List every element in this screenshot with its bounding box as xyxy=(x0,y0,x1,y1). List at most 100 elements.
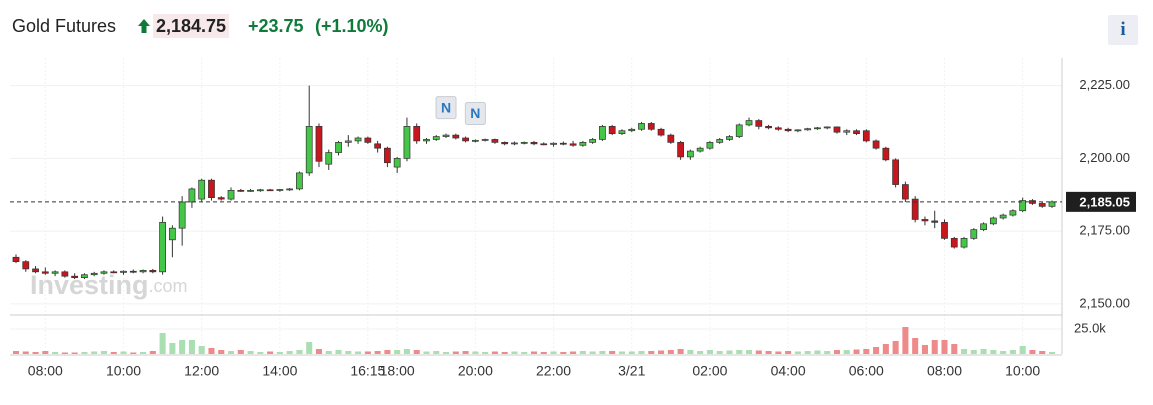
candle-body xyxy=(462,137,469,142)
candle-body xyxy=(667,134,675,143)
volume-bar xyxy=(785,351,792,354)
volume-bar xyxy=(403,349,410,354)
volume-bar xyxy=(296,350,303,354)
volume-bar xyxy=(687,350,694,354)
candle-body xyxy=(794,129,802,132)
watermark-suffix: .com xyxy=(149,276,188,296)
volume-bar xyxy=(882,344,889,354)
volume-bar xyxy=(482,352,489,354)
x-tick-label: 04:00 xyxy=(771,363,806,379)
candle-body xyxy=(335,142,342,153)
candle-body xyxy=(833,126,841,133)
candle-body xyxy=(872,140,880,149)
candle-body xyxy=(51,271,59,274)
volume-bar xyxy=(247,351,254,354)
candle-body xyxy=(432,136,440,140)
candle-body xyxy=(286,188,294,191)
volume-bar xyxy=(970,350,977,354)
candle-body xyxy=(237,190,245,192)
volume-bar xyxy=(169,343,176,354)
x-tick-label: 10:00 xyxy=(106,363,141,379)
volume-bar xyxy=(794,351,801,354)
candle-body xyxy=(374,143,382,149)
volume-bar xyxy=(491,351,498,354)
watermark: Investing.com xyxy=(30,270,188,300)
volume-bar xyxy=(873,347,880,354)
volume-bar xyxy=(521,352,528,354)
volume-bar xyxy=(12,351,20,354)
candle-body xyxy=(559,142,567,145)
news-marker-label: N xyxy=(470,105,480,121)
volume-bar xyxy=(638,351,645,354)
volume-bar xyxy=(931,340,938,354)
candle-body xyxy=(129,270,137,273)
volume-bar xyxy=(892,341,899,354)
volume-bar xyxy=(306,342,313,354)
volume-bar xyxy=(198,346,205,354)
volume-bar xyxy=(188,340,195,354)
volume-bar xyxy=(980,349,987,354)
price-change: +23.75 xyxy=(248,16,304,36)
volume-bar xyxy=(237,350,244,354)
volume-bar xyxy=(579,351,586,354)
volume-bar xyxy=(853,349,860,354)
candle-body xyxy=(100,271,108,274)
candle-body xyxy=(530,142,538,145)
candle-body xyxy=(481,139,489,141)
x-tick-label: 14:00 xyxy=(262,363,297,379)
volume-bar xyxy=(1000,351,1007,354)
candle-body xyxy=(784,128,792,132)
x-tick-label: 3/21 xyxy=(618,363,645,379)
x-tick-label: 08:00 xyxy=(28,363,63,379)
volume-bar xyxy=(540,352,547,354)
candle-body xyxy=(970,229,978,239)
candle-body xyxy=(862,130,870,142)
candle-body xyxy=(384,147,391,164)
volume-bar xyxy=(726,350,733,354)
watermark-brand: Investing xyxy=(30,270,149,300)
candle-body xyxy=(941,222,948,239)
candle-body xyxy=(902,184,909,200)
volume-bar xyxy=(745,350,753,354)
candle-body xyxy=(227,190,235,200)
volume-bar xyxy=(628,351,635,354)
x-tick-label: 12:00 xyxy=(184,363,219,379)
volume-bar xyxy=(961,349,968,354)
volume-bar xyxy=(71,352,78,354)
candle-body xyxy=(1009,210,1017,216)
volume-bar xyxy=(374,351,381,354)
volume-bar xyxy=(1029,350,1036,354)
candle-body xyxy=(266,189,274,192)
candle-body xyxy=(589,139,597,143)
volume-bar xyxy=(589,351,596,354)
news-marker xyxy=(464,101,486,125)
volume-bar xyxy=(218,350,225,354)
volume-bar xyxy=(423,351,430,354)
candle-body xyxy=(325,152,333,165)
candle-body xyxy=(1048,201,1056,207)
candle-body xyxy=(22,261,30,270)
candle-body xyxy=(41,271,49,274)
candle-body xyxy=(804,128,812,131)
candle-body xyxy=(32,268,39,273)
volume-bar xyxy=(618,351,625,354)
volume-bar xyxy=(1009,350,1016,354)
volume-bar xyxy=(130,352,137,354)
volume-bar xyxy=(81,352,88,354)
candle-body xyxy=(413,126,421,142)
volume-bar xyxy=(765,351,772,354)
volume-bar xyxy=(697,351,704,354)
volume-bar xyxy=(325,351,332,354)
candle-body xyxy=(628,128,636,132)
candle-body xyxy=(882,147,890,161)
candle-body xyxy=(550,142,557,145)
candle-body xyxy=(814,127,821,130)
candle-body xyxy=(677,142,684,158)
info-button[interactable]: i xyxy=(1108,15,1138,45)
candle-body xyxy=(247,190,254,192)
volume-bar xyxy=(560,352,567,354)
candle-body xyxy=(706,142,714,149)
news-marker xyxy=(435,96,457,120)
